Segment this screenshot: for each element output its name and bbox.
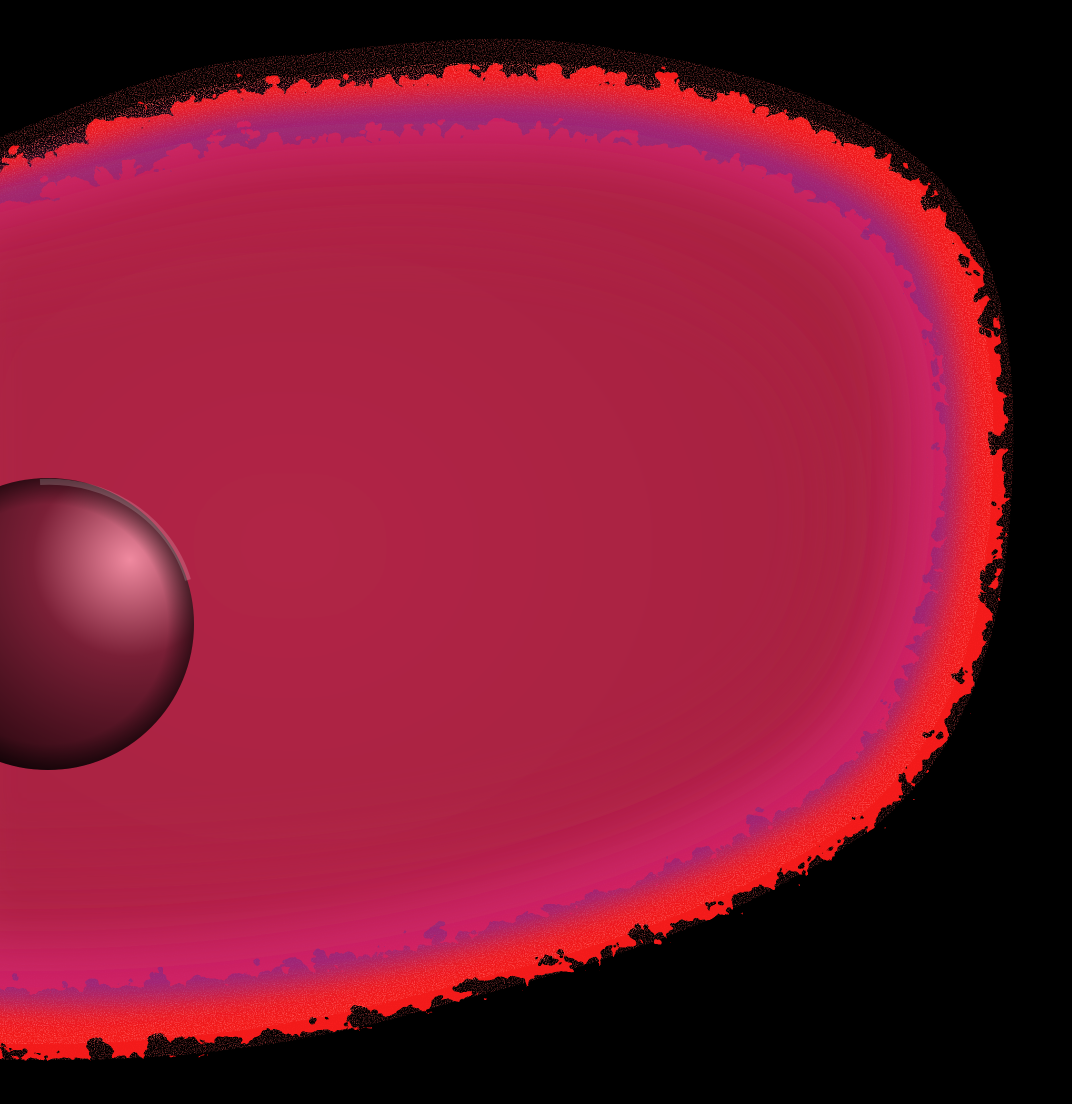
cytoplasm (0, 152, 903, 940)
nucleus-sphere (0, 478, 194, 770)
